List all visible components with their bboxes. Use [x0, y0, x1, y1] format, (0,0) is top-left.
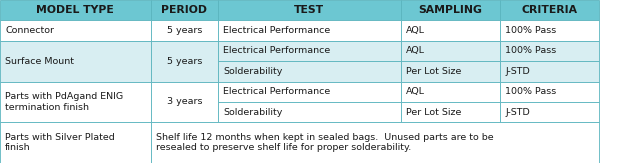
Bar [218, 61, 401, 82]
Text: CRITERIA: CRITERIA [522, 5, 578, 15]
Text: J-STD: J-STD [505, 108, 530, 117]
Text: Surface Mount: Surface Mount [5, 57, 74, 66]
Bar [151, 41, 218, 82]
Bar [218, 102, 401, 122]
Text: 3 years: 3 years [167, 97, 202, 106]
Bar [0, 82, 151, 122]
Text: 5 years: 5 years [167, 26, 202, 35]
Text: Electrical Performance: Electrical Performance [223, 87, 330, 96]
Bar [401, 20, 500, 41]
Bar [401, 0, 500, 20]
Text: 100% Pass: 100% Pass [505, 46, 556, 55]
Bar [0, 0, 151, 20]
Bar [218, 20, 401, 41]
Bar [151, 20, 218, 41]
Bar [401, 102, 500, 122]
Bar [151, 82, 218, 122]
Bar [0, 20, 151, 41]
Bar [218, 41, 401, 61]
Bar [0, 41, 151, 82]
Bar [218, 0, 401, 20]
Bar [0, 122, 151, 163]
Bar [500, 20, 599, 41]
Text: Shelf life 12 months when kept in sealed bags.  Unused parts are to be
resealed : Shelf life 12 months when kept in sealed… [156, 133, 494, 153]
Bar [151, 122, 599, 163]
Text: Electrical Performance: Electrical Performance [223, 26, 330, 35]
Bar [500, 41, 599, 61]
Text: MODEL TYPE: MODEL TYPE [37, 5, 114, 15]
Text: AQL: AQL [406, 26, 425, 35]
Text: 100% Pass: 100% Pass [505, 87, 556, 96]
Text: TEST: TEST [294, 5, 324, 15]
Bar [401, 82, 500, 102]
Bar [500, 82, 599, 102]
Text: Solderability: Solderability [223, 67, 283, 76]
Text: PERIOD: PERIOD [162, 5, 207, 15]
Text: J-STD: J-STD [505, 67, 530, 76]
Bar [401, 61, 500, 82]
Text: Solderability: Solderability [223, 108, 283, 117]
Text: AQL: AQL [406, 46, 425, 55]
Text: Electrical Performance: Electrical Performance [223, 46, 330, 55]
Bar [500, 61, 599, 82]
Text: Connector: Connector [5, 26, 54, 35]
Text: Per Lot Size: Per Lot Size [406, 108, 461, 117]
Bar [218, 82, 401, 102]
Bar [401, 41, 500, 61]
Text: SAMPLING: SAMPLING [419, 5, 482, 15]
Bar [151, 0, 218, 20]
Text: 5 years: 5 years [167, 57, 202, 66]
Text: Parts with PdAgand ENIG
termination finish: Parts with PdAgand ENIG termination fini… [5, 92, 123, 112]
Text: AQL: AQL [406, 87, 425, 96]
Bar [500, 0, 599, 20]
Text: 100% Pass: 100% Pass [505, 26, 556, 35]
Text: Parts with Silver Plated
finish: Parts with Silver Plated finish [5, 133, 115, 153]
Text: Per Lot Size: Per Lot Size [406, 67, 461, 76]
Bar [500, 102, 599, 122]
